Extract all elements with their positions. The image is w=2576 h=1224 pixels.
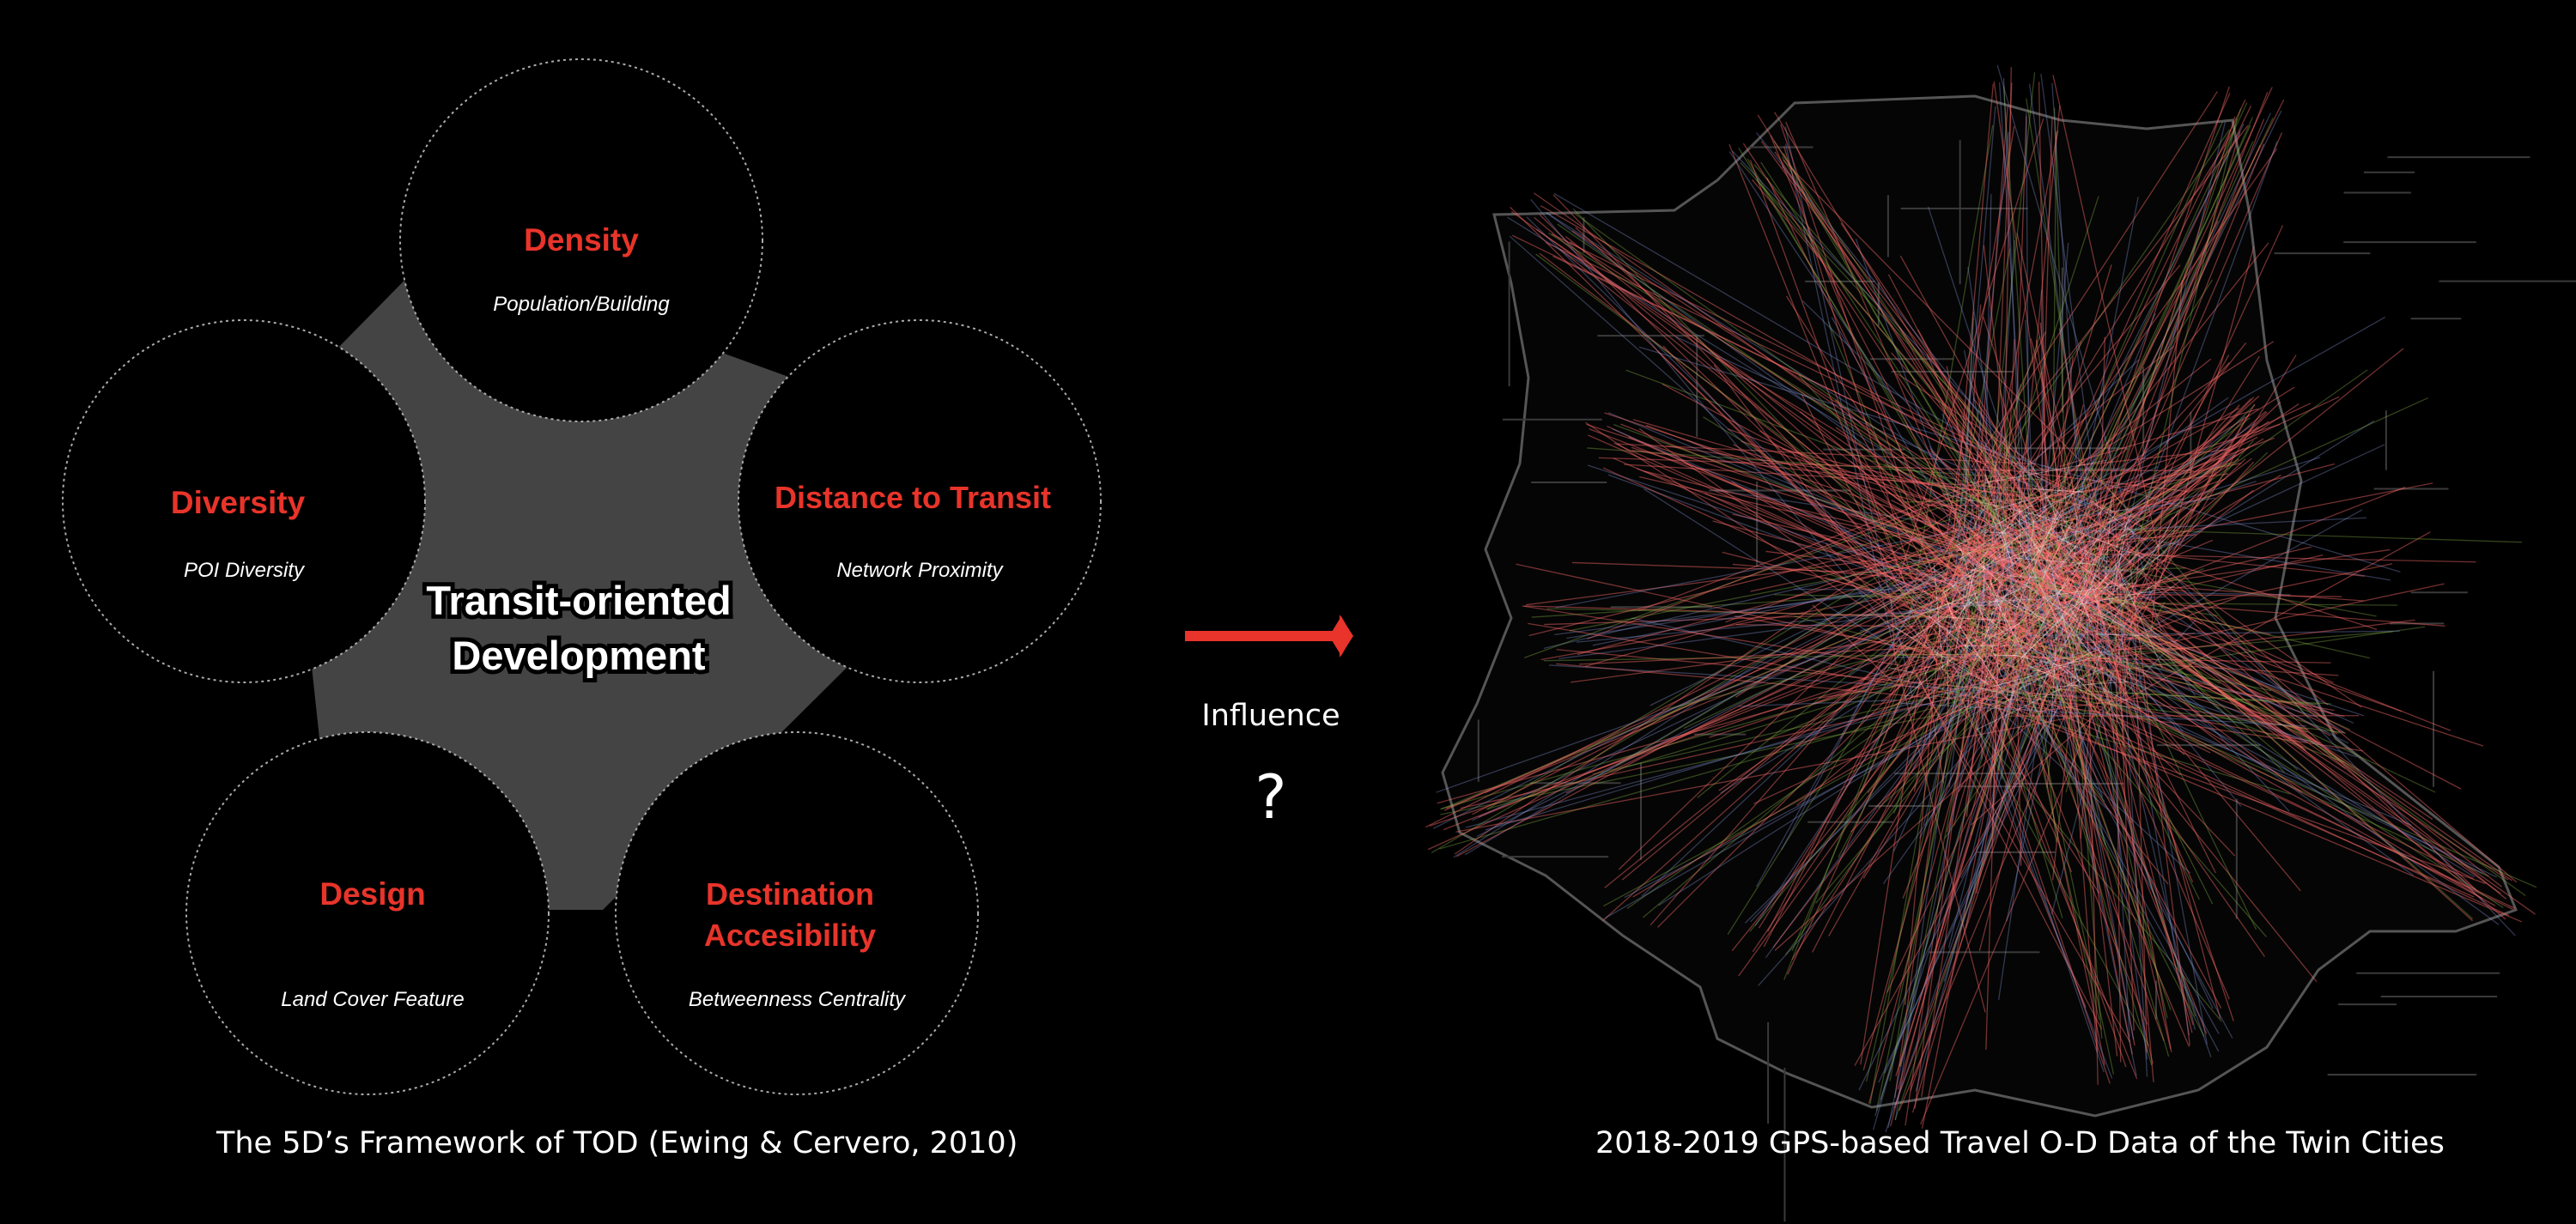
design-subtitle: Land Cover Feature (281, 988, 464, 1011)
destination-subtitle: Betweenness Centrality (689, 988, 907, 1011)
map-boundary (1441, 94, 2518, 1118)
diversity-subtitle: POI Diversity (184, 559, 306, 582)
tod-pentagon-core (326, 283, 799, 901)
circle-diversity: Diversity POI Diversity (62, 319, 426, 683)
density-subtitle: Population/Building (493, 293, 670, 316)
center-label-line2: Development (452, 633, 705, 678)
design-title: Design (319, 876, 425, 912)
circle-design: Design Land Cover Feature (185, 731, 550, 1095)
influence-arrow-icon (1185, 615, 1353, 657)
od-flow-lines (1425, 64, 2537, 1132)
center-label-line1: Transit-oriented (426, 578, 731, 623)
framework-caption: The 5D’s Framework of TOD (Ewing & Cerve… (216, 1126, 1018, 1160)
map-grid-lines (1477, 140, 2576, 1222)
diversity-title: Diversity (171, 485, 306, 520)
distance-subtitle: Network Proximity (836, 559, 1004, 582)
circle-density: Density Population/Building (399, 58, 763, 422)
circle-destination-accessibility: Destination Accesibility Betweenness Cen… (615, 731, 979, 1095)
circle-distance-to-transit: Distance to Transit Network Proximity (738, 319, 1102, 683)
destination-title-line2: Accesibility (704, 918, 876, 953)
density-title: Density (524, 222, 639, 258)
map-caption: 2018-2019 GPS-based Travel O-D Data of t… (1595, 1126, 2445, 1160)
influence-label: Influence (1201, 699, 1340, 733)
twin-cities-od-map (1425, 64, 2576, 1222)
question-mark: ? (1255, 762, 1287, 833)
distance-title: Distance to Transit (775, 480, 1051, 515)
destination-title-line1: Destination (706, 876, 874, 912)
